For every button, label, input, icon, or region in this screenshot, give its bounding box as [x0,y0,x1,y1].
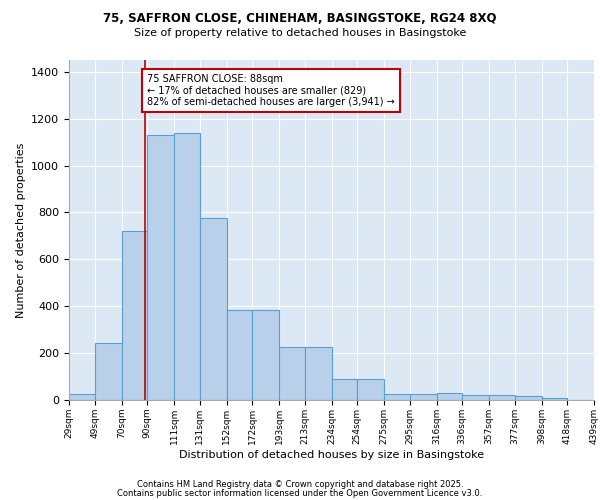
Text: Size of property relative to detached houses in Basingstoke: Size of property relative to detached ho… [134,28,466,38]
Bar [121,231,147,400]
Bar [279,347,305,400]
Bar [174,132,200,400]
Bar [305,347,331,400]
Bar [357,379,384,400]
Y-axis label: Number of detached properties: Number of detached properties [16,142,26,318]
Bar [252,310,279,400]
Bar [384,394,410,400]
X-axis label: Distribution of detached houses by size in Basingstoke: Distribution of detached houses by size … [179,450,484,460]
Bar [437,393,462,400]
Text: Contains public sector information licensed under the Open Government Licence v3: Contains public sector information licen… [118,488,482,498]
Text: Contains HM Land Registry data © Crown copyright and database right 2025.: Contains HM Land Registry data © Crown c… [137,480,463,489]
Bar [95,342,121,400]
Bar [542,398,567,400]
Bar [69,394,95,400]
Bar [200,218,227,400]
Bar [147,135,174,400]
Bar [227,310,252,400]
Text: 75 SAFFRON CLOSE: 88sqm
← 17% of detached houses are smaller (829)
82% of semi-d: 75 SAFFRON CLOSE: 88sqm ← 17% of detache… [147,74,395,108]
Text: 75, SAFFRON CLOSE, CHINEHAM, BASINGSTOKE, RG24 8XQ: 75, SAFFRON CLOSE, CHINEHAM, BASINGSTOKE… [103,12,497,26]
Bar [331,379,357,400]
Bar [462,396,489,400]
Bar [515,396,542,400]
Bar [489,396,515,400]
Bar [410,394,437,400]
